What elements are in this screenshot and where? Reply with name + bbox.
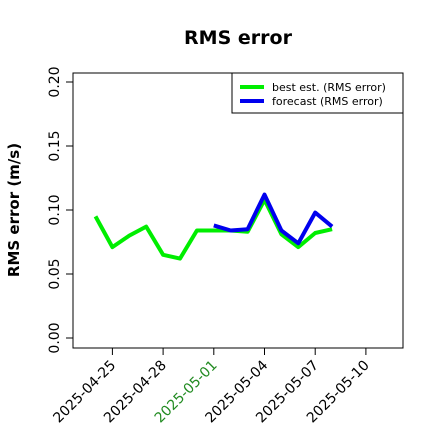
y-tick-label: 0.10 [47, 194, 63, 225]
chart-title: RMS error [184, 27, 293, 49]
y-tick-label: 0.15 [47, 130, 63, 161]
y-tick-label: 0.00 [47, 322, 63, 353]
y-tick-label: 0.20 [47, 66, 63, 97]
series-line-forecast [213, 192, 334, 246]
series-lines [93, 192, 334, 261]
legend-label-best-est: best est. (RMS error) [272, 81, 386, 94]
series-line-best-est [93, 197, 333, 261]
y-tick-label: 0.05 [47, 258, 63, 289]
y-axis: 0.00 0.05 0.10 0.15 0.20 [47, 66, 73, 354]
legend-label-forecast: forecast (RMS error) [272, 95, 383, 108]
legend-box [231, 72, 404, 114]
plot-frame [72, 72, 404, 349]
y-axis-title: RMS error (m/s) [5, 143, 23, 277]
x-axis: 2025-04-252025-04-282025-05-012025-05-04… [50, 348, 373, 426]
legend: best est. (RMS error) forecast (RMS erro… [231, 72, 404, 114]
